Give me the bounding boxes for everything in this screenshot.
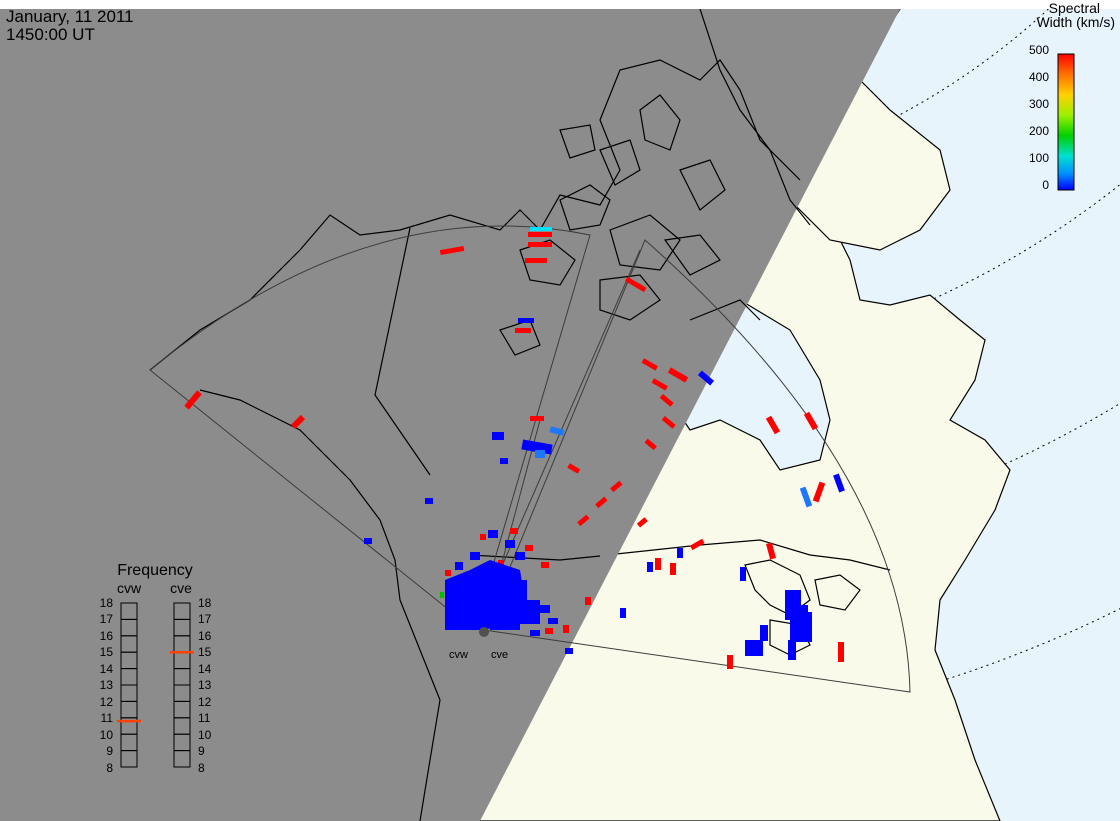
colorbar-tick: 300 [1029,97,1049,111]
frequency-boxes [120,602,191,768]
frequency-tick-right: 18 [198,596,212,610]
frequency-cell [120,750,138,768]
frequency-cell [173,750,191,768]
colorbar-tick: 500 [1029,43,1049,57]
frequency-tick-left: 11 [101,711,114,725]
frequency-left-ticks: 18 17 16 15 14 13 12 11 10 9 8 [100,596,114,775]
frequency-title: Frequency [117,562,193,579]
frequency-tick-right: 13 [198,678,212,692]
colorbar-gradient [1057,53,1075,191]
colorbar-tick: 100 [1029,151,1049,165]
colorbar-title-line2: Width (km/s) [1036,14,1115,30]
radar-label-cvw: cvw [449,649,468,661]
frequency-tick-left: 15 [100,645,114,659]
frequency-tick-left: 13 [100,678,114,692]
frequency-tick-right: 8 [198,761,205,775]
frequency-tick-left: 17 [100,612,114,626]
frequency-tick-left: 14 [100,662,114,676]
nightside-shading [0,9,900,821]
frequency-tick-right: 17 [198,612,212,626]
cve-fov-outline [483,239,911,693]
frequency-tick-right: 15 [198,645,212,659]
echoes-high-width [184,232,844,669]
frequency-tick-right: 12 [198,695,212,709]
frequency-column-cve: cve [170,580,192,596]
top-margin [0,0,1120,9]
frequency-tick-right: 14 [198,662,212,676]
frequency-tick-right: 16 [198,629,212,643]
radar-site-marker [479,627,489,637]
frequency-tick-left: 8 [106,761,113,775]
frequency-tick-left: 10 [100,728,114,742]
echoes-low-width [364,318,845,660]
colorbar-tick: 0 [1042,178,1049,192]
frequency-panel: Frequency cvw cve 18 17 16 15 14 13 12 1… [100,562,212,775]
echoes-mid-width [440,227,813,598]
frequency-tick-left: 9 [106,744,113,758]
frequency-tick-left: 18 [100,596,114,610]
frequency-tick-right: 11 [198,711,211,725]
frequency-column-cvw: cvw [117,580,142,596]
frequency-right-ticks: 18 17 16 15 14 13 12 11 10 9 8 [198,596,212,775]
colorbar-title-line1: Spectral [1049,0,1100,16]
colorbar-tick: 200 [1029,124,1049,138]
colorbar-tick: 400 [1029,70,1049,84]
radar-label-cve: cve [491,649,508,661]
frequency-tick-right: 10 [198,728,212,742]
frequency-tick-right: 9 [198,744,205,758]
frequency-tick-left: 12 [100,695,114,709]
time-label: 1450:00 UT [6,25,95,44]
night-coastlines [149,9,811,821]
date-label: January, 11 2011 [6,7,134,26]
colorbar-ticks: 500 400 300 200 100 0 [1029,43,1049,192]
frequency-tick-left: 16 [100,629,114,643]
backscatter-echoes [184,227,845,669]
spectral-width-colorbar: Spectral Width (km/s) 500 400 300 200 10… [1029,0,1115,192]
